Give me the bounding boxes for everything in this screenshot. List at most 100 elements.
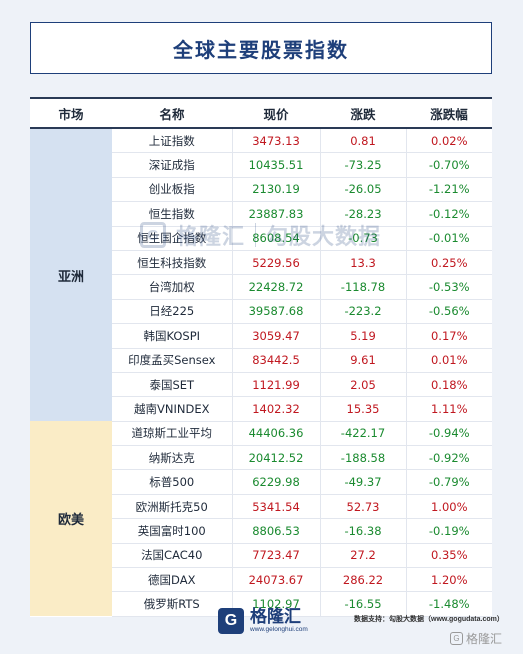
index-name-cell: 欧洲斯托克50	[112, 494, 232, 520]
index-name-cell: 台湾加权	[112, 274, 232, 300]
change-cell: -26.05	[319, 177, 406, 203]
index-name-cell: 印度孟买Sensex	[112, 348, 232, 373]
col-header-market: 市场	[30, 97, 112, 129]
change-cell: -16.55	[319, 591, 406, 617]
price-cell: 6229.98	[231, 469, 320, 495]
change-cell: -422.17	[319, 421, 406, 447]
price-cell: 1121.99	[231, 372, 320, 398]
table-row: 恒生指数 23887.83 -28.23 -0.12%	[30, 201, 492, 227]
change-cell: 52.73	[319, 494, 406, 520]
change-cell: 2.05	[319, 372, 406, 398]
price-cell: 3059.47	[231, 323, 320, 349]
change-cell: -73.25	[319, 152, 406, 178]
table-body: 亚洲 上证指数 3473.13 0.81 0.02% 深证成指 10435.51 -73.25…	[30, 128, 492, 617]
corner-watermark: G 格隆汇	[450, 630, 502, 647]
corner-logo-icon: G	[450, 632, 463, 645]
table-row: 印度孟买Sensex 83442.5 9.61 0.01%	[30, 348, 492, 373]
price-cell: 5229.56	[231, 250, 320, 276]
pct-cell: -1.48%	[405, 591, 492, 617]
index-name-cell: 韩国KOSPI	[112, 323, 232, 349]
index-name-cell: 英国富时100	[112, 518, 232, 544]
index-table: 市场 名称 现价 涨跌 涨跌幅 亚洲 上证指数 3473.13 0.81 0.02% 深证…	[30, 97, 492, 617]
change-cell: 15.35	[319, 396, 406, 422]
pct-cell: 0.02%	[405, 128, 492, 154]
page-title: 全球主要股票指数	[173, 37, 349, 62]
table-row: 台湾加权 22428.72 -118.78 -0.53%	[30, 274, 492, 300]
change-cell: 0.81	[319, 128, 406, 154]
price-cell: 10435.51	[231, 152, 320, 178]
table-row: 越南VNINDEX 1402.32 15.35 1.11%	[30, 396, 492, 422]
index-name-cell: 日经225	[112, 299, 232, 325]
table-row: 欧洲斯托克50 5341.54 52.73 1.00%	[30, 494, 492, 520]
pct-cell: -0.12%	[405, 201, 492, 227]
col-header-price: 现价	[232, 97, 320, 129]
market-cell: 欧美	[30, 421, 112, 617]
col-header-name: 名称	[112, 97, 232, 129]
pct-cell: 0.01%	[405, 348, 492, 373]
index-name-cell: 恒生科技指数	[112, 250, 232, 276]
index-name-cell: 创业板指	[112, 177, 232, 203]
pct-cell: 0.18%	[405, 372, 492, 398]
index-name-cell: 俄罗斯RTS	[112, 591, 232, 617]
price-cell: 1102.97	[231, 591, 320, 617]
price-cell: 3473.13	[231, 128, 320, 154]
index-name-cell: 道琼斯工业平均	[112, 421, 232, 447]
title-box: 全球主要股票指数	[30, 22, 492, 74]
price-cell: 24073.67	[231, 567, 320, 593]
change-cell: -16.38	[319, 518, 406, 544]
pct-cell: 0.17%	[405, 323, 492, 349]
pct-cell: 0.35%	[405, 543, 492, 569]
table-row: 欧美 道琼斯工业平均 44406.36 -422.17 -0.94%	[30, 421, 492, 617]
change-cell: 27.2	[319, 543, 406, 569]
pct-cell: 1.00%	[405, 494, 492, 520]
change-cell: 286.22	[319, 567, 406, 593]
corner-brand: 格隆汇	[466, 632, 503, 646]
pct-cell: -0.70%	[405, 152, 492, 178]
pct-cell: -1.21%	[405, 177, 492, 203]
table-row: 深证成指 10435.51 -73.25 -0.70%	[30, 152, 492, 178]
table-row: 泰国SET 1121.99 2.05 0.18%	[30, 372, 492, 398]
table-row: 德国DAX 24073.67 286.22 1.20%	[30, 567, 492, 593]
col-header-pct: 涨跌幅	[406, 97, 492, 129]
change-cell: -0.73	[319, 226, 406, 251]
footer: G 格隆汇 www.gelonghui.com 数据支持：勾股大数据（www.g…	[0, 600, 523, 654]
change-cell: 13.3	[319, 250, 406, 276]
pct-cell: -0.53%	[405, 274, 492, 300]
table-row: 俄罗斯RTS 1102.97 -16.55 -1.48%	[30, 591, 492, 617]
table-row: 恒生国企指数 8608.54 -0.73 -0.01%	[30, 226, 492, 251]
index-name-cell: 恒生国企指数	[112, 226, 232, 251]
change-cell: -118.78	[319, 274, 406, 300]
pct-cell: -0.19%	[405, 518, 492, 544]
index-name-cell: 恒生指数	[112, 201, 232, 227]
price-cell: 7723.47	[231, 543, 320, 569]
price-cell: 8608.54	[231, 226, 320, 251]
data-source: 数据支持：勾股大数据（www.gogudata.com）	[354, 616, 504, 623]
change-cell: 5.19	[319, 323, 406, 349]
pct-cell: -0.01%	[405, 226, 492, 251]
footer-brand: 格隆汇	[250, 607, 301, 626]
table-row: 英国富时100 8806.53 -16.38 -0.19%	[30, 518, 492, 544]
table-row: 亚洲 上证指数 3473.13 0.81 0.02%	[30, 128, 492, 422]
footer-url: www.gelonghui.com	[250, 626, 308, 633]
price-cell: 8806.53	[231, 518, 320, 544]
table-row: 法国CAC40 7723.47 27.2 0.35%	[30, 543, 492, 569]
table-row: 恒生科技指数 5229.56 13.3 0.25%	[30, 250, 492, 276]
index-name-cell: 泰国SET	[112, 372, 232, 398]
table-header-row: 市场 名称 现价 涨跌 涨跌幅	[30, 97, 492, 129]
pct-cell: -0.56%	[405, 299, 492, 325]
index-name-cell: 纳斯达克	[112, 445, 232, 471]
pct-cell: -0.79%	[405, 469, 492, 495]
table-row: 日经225 39587.68 -223.2 -0.56%	[30, 299, 492, 325]
index-name-cell: 越南VNINDEX	[112, 396, 232, 422]
change-cell: -223.2	[319, 299, 406, 325]
change-cell: 9.61	[319, 348, 406, 373]
table-row: 韩国KOSPI 3059.47 5.19 0.17%	[30, 323, 492, 349]
index-name-cell: 标普500	[112, 469, 232, 495]
table-row: 纳斯达克 20412.52 -188.58 -0.92%	[30, 445, 492, 471]
brand-logo-icon: G	[218, 608, 244, 634]
pct-cell: 1.11%	[405, 396, 492, 422]
index-name-cell: 上证指数	[112, 128, 232, 154]
price-cell: 44406.36	[231, 421, 320, 447]
pct-cell: -0.94%	[405, 421, 492, 447]
price-cell: 2130.19	[231, 177, 320, 203]
